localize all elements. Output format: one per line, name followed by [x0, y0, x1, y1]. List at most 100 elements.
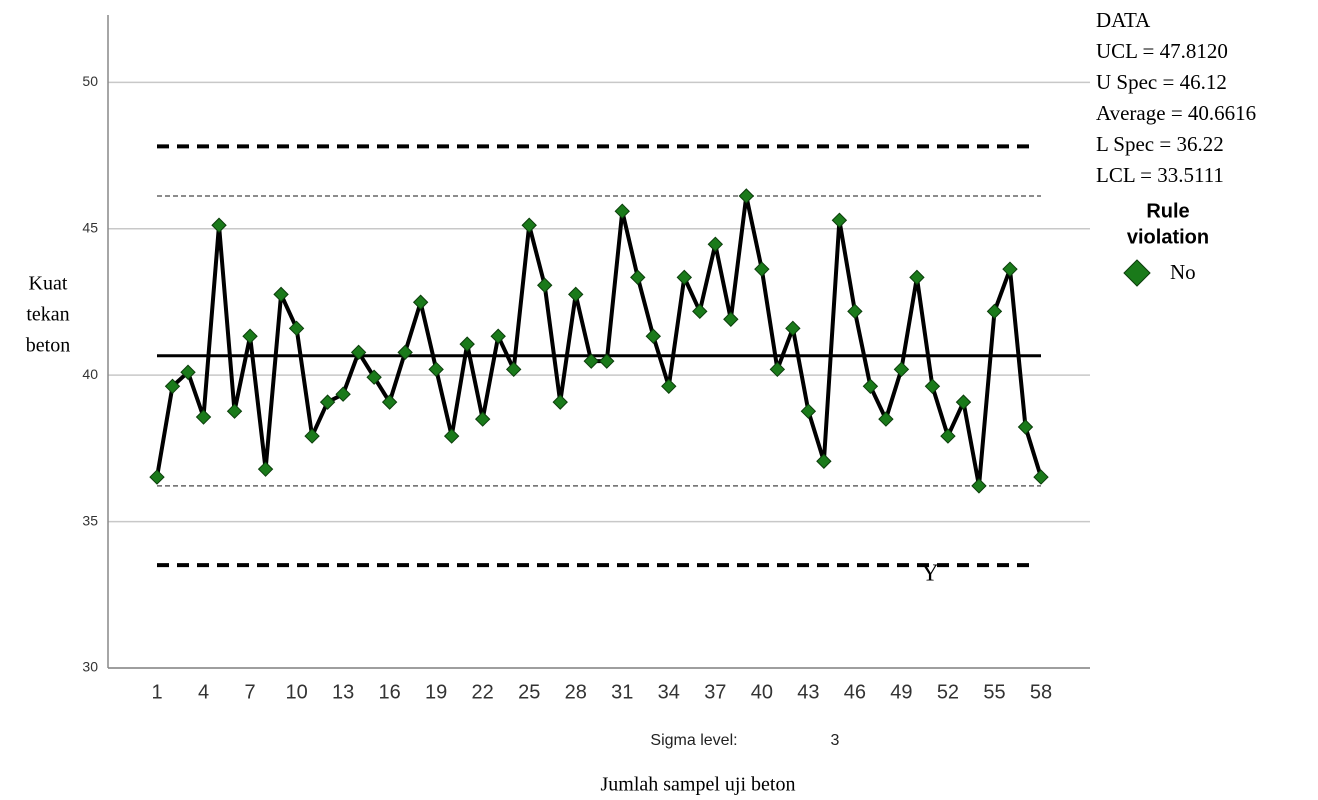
- stat-text: L Spec = 36.22: [1096, 132, 1224, 156]
- data-point: [986, 303, 1003, 320]
- data-point: [831, 212, 848, 228]
- x-axis-label: Jumlah sampel uji beton: [601, 774, 796, 796]
- data-point: [878, 411, 894, 427]
- x-tick-label: 40: [751, 681, 773, 703]
- x-tick-label: 7: [244, 681, 255, 703]
- y-axis-label: beton: [26, 335, 70, 357]
- data-point: [211, 217, 227, 233]
- x-tick-label: 55: [983, 681, 1005, 703]
- data-point: [924, 378, 941, 395]
- data-point: [723, 311, 739, 327]
- legend-title: Rule: [1146, 200, 1189, 222]
- x-tick-label: 19: [425, 681, 447, 703]
- data-point: [226, 403, 243, 419]
- data-point: [288, 320, 305, 337]
- sigma-label: Sigma level:: [650, 732, 737, 749]
- data-point: [381, 394, 398, 410]
- x-tick-label: 58: [1030, 681, 1052, 703]
- data-point: [800, 403, 817, 419]
- data-point: [1033, 469, 1049, 485]
- data-point: [707, 236, 724, 252]
- data-point: [847, 303, 863, 320]
- data-point: [568, 286, 584, 303]
- data-point: [754, 261, 770, 277]
- stat-text: LCL = 33.5111: [1096, 163, 1224, 187]
- data-point: [645, 328, 661, 344]
- data-point: [319, 394, 336, 410]
- y-tick-label: 35: [82, 512, 98, 528]
- stat-text: DATA: [1096, 8, 1151, 32]
- y-tick-label: 40: [82, 366, 98, 382]
- data-point: [505, 361, 522, 378]
- data-point: [397, 344, 413, 361]
- stat-text: Average = 40.6616: [1096, 101, 1256, 125]
- data-point: [304, 428, 320, 444]
- data-point: [893, 361, 910, 378]
- y-tick-label: 45: [82, 219, 98, 235]
- x-tick-label: 4: [198, 681, 209, 703]
- data-point: [661, 378, 677, 395]
- x-tick-label: 43: [797, 681, 819, 703]
- data-point: [816, 453, 832, 469]
- data-point: [537, 277, 553, 293]
- data-point: [599, 353, 615, 369]
- data-point: [909, 269, 925, 286]
- data-point: [862, 378, 879, 395]
- data-point: [273, 286, 289, 303]
- data-point: [521, 217, 537, 233]
- data-point: [149, 469, 165, 485]
- x-tick-label: 28: [565, 681, 587, 703]
- data-point: [955, 394, 972, 410]
- data-point: [630, 269, 646, 286]
- data-point: [769, 361, 786, 378]
- stat-text: UCL = 47.8120: [1096, 39, 1228, 63]
- x-tick-label: 52: [937, 681, 959, 703]
- series-line: [155, 194, 1043, 488]
- data-point: [459, 336, 475, 352]
- data-point: [1002, 261, 1018, 277]
- data-point: [428, 361, 444, 378]
- y-axis-label: tekan: [26, 304, 69, 326]
- data-point: [552, 394, 568, 410]
- data-point: [335, 386, 351, 402]
- data-point: [242, 328, 258, 344]
- data-point: [443, 428, 460, 444]
- data-point: [583, 353, 599, 369]
- x-tick-label: 25: [518, 681, 540, 703]
- data-point: [614, 203, 630, 219]
- legend-marker: [1123, 259, 1151, 287]
- x-tick-label: 13: [332, 681, 354, 703]
- data-point: [195, 409, 212, 425]
- data-point: [474, 411, 491, 427]
- data-point: [1017, 419, 1034, 435]
- data-point: [692, 303, 708, 320]
- y-tick-label: 50: [82, 73, 98, 89]
- data-point: [940, 428, 956, 444]
- data-point: [490, 328, 506, 344]
- x-tick-label: 16: [379, 681, 401, 703]
- data-point: [738, 188, 755, 204]
- legend-label: No: [1170, 260, 1196, 284]
- data-point: [412, 294, 429, 310]
- data-point: [350, 344, 367, 361]
- data-point: [257, 461, 274, 477]
- sigma-value: 3: [831, 732, 840, 749]
- x-tick-label: 22: [472, 681, 494, 703]
- legend-title: violation: [1127, 226, 1209, 248]
- x-tick-label: 1: [151, 681, 162, 703]
- data-point: [164, 378, 181, 395]
- data-point: [676, 269, 693, 286]
- x-tick-label: 37: [704, 681, 726, 703]
- data-point: [971, 478, 987, 494]
- data-point: [785, 320, 801, 337]
- x-tick-label: 10: [285, 681, 307, 703]
- x-tick-label: 46: [844, 681, 866, 703]
- data-point: [366, 369, 382, 385]
- data-point: [180, 364, 196, 380]
- stat-text: U Spec = 46.12: [1096, 70, 1227, 94]
- x-tick-label: 31: [611, 681, 633, 703]
- y-tick-label: 30: [82, 659, 98, 675]
- y-axis-label: Kuat: [29, 273, 68, 295]
